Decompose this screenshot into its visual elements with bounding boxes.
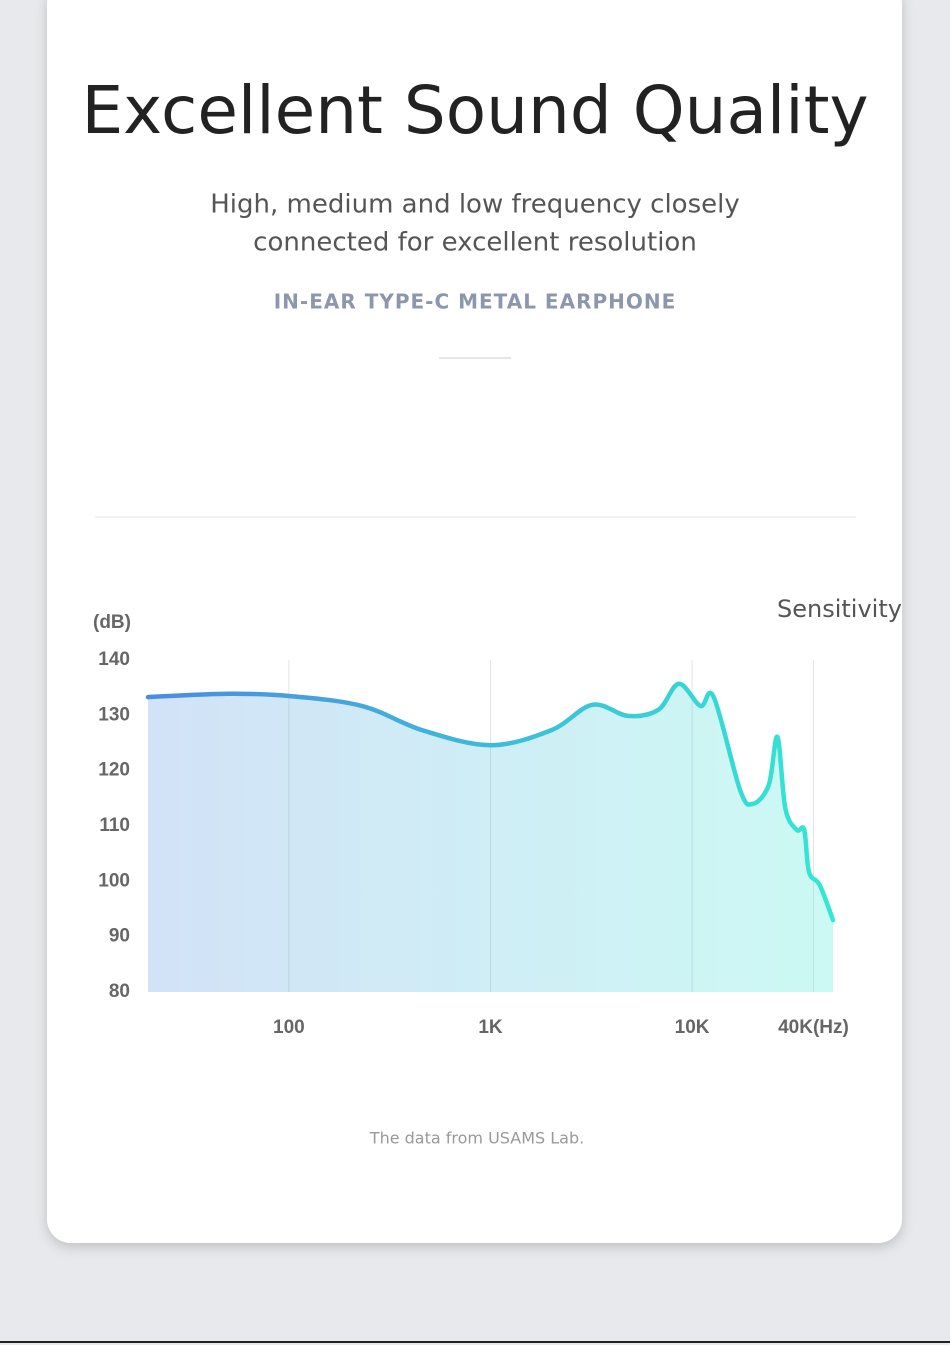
subtitle-line: High, medium and low frequency closely	[210, 190, 740, 220]
y-tick-label: 90	[109, 926, 130, 947]
card	[47, 0, 902, 1243]
legend-label: Sensitivity	[777, 595, 902, 623]
x-tick-label: 1K	[478, 1017, 503, 1038]
tagline: IN-EAR TYPE-C METAL EARPHONE	[274, 290, 677, 314]
y-axis-label: (dB)	[93, 612, 131, 633]
y-tick-label: 130	[98, 704, 130, 725]
area	[148, 683, 833, 992]
footnote: The data from USAMS Lab.	[369, 1129, 584, 1148]
y-tick-label: 110	[99, 815, 130, 836]
x-tick-label: 40K(Hz)	[778, 1017, 849, 1038]
x-tick-label: 100	[273, 1017, 305, 1038]
y-tick-label: 80	[109, 981, 130, 1002]
chart: 80 90 100 110 120 130 140 100 1K 10K 40K(Hz) Sensit…	[98, 595, 902, 1038]
x-tick-label: 10K	[675, 1017, 710, 1038]
y-tick-label: 120	[98, 760, 130, 781]
y-tick-label: 100	[98, 870, 130, 891]
line	[145, 681, 836, 923]
subtitle-line: connected for excellent resolution	[253, 228, 697, 258]
title: Excellent Sound Quality	[81, 72, 868, 149]
y-tick-label: 140	[98, 649, 130, 670]
